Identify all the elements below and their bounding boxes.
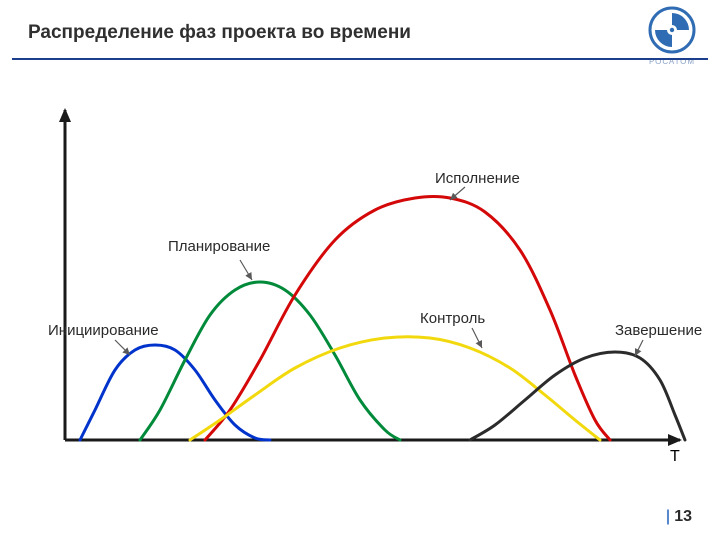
label-arrow-control: [472, 328, 482, 348]
curve-label-planning: Планирование: [168, 238, 270, 255]
x-axis-label: T: [670, 448, 680, 466]
page-title: Распределение фаз проекта во времени: [28, 22, 411, 44]
curve-execution: [205, 196, 610, 440]
label-arrow-initiation: [115, 340, 130, 355]
page-number-accent-bar: |: [666, 508, 670, 525]
label-arrow-execution: [450, 187, 465, 200]
curve-label-control: Контроль: [420, 310, 485, 327]
title-divider: [12, 58, 708, 60]
curve-label-execution: Исполнение: [435, 170, 520, 187]
label-arrow-planning: [240, 260, 252, 280]
atom-icon: [648, 6, 696, 54]
label-arrow-closing: [635, 340, 643, 356]
page-number: |13: [666, 508, 692, 526]
chart-svg: [40, 100, 700, 460]
curve-planning: [140, 282, 400, 440]
curve-label-initiation: Инициирование: [48, 322, 159, 339]
curve-label-closing: Завершение: [615, 322, 702, 339]
slide: Распределение фаз проекта во времени РОС…: [0, 0, 720, 540]
brand-logo: РОСАТОМ: [642, 6, 702, 66]
curve-closing: [470, 352, 685, 440]
page-number-value: 13: [674, 508, 692, 525]
phase-distribution-chart: Инициирование Планирование Исполнение Контр…: [40, 100, 700, 460]
